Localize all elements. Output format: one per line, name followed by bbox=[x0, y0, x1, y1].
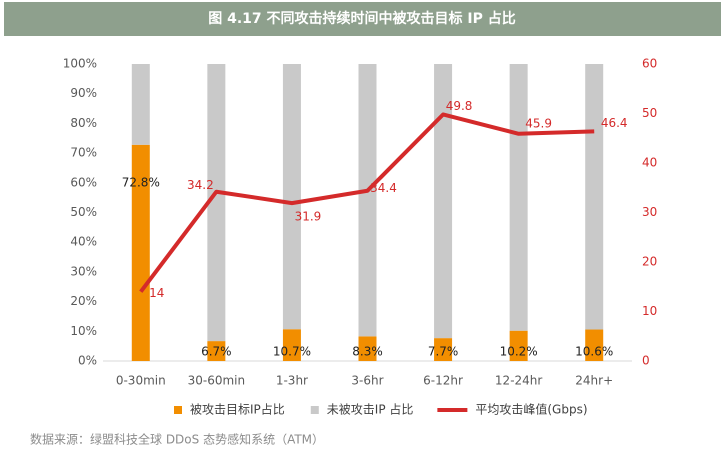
y2-tick-label: 0 bbox=[642, 354, 650, 368]
y-tick-label: 100% bbox=[63, 57, 97, 71]
line-label: 46.4 bbox=[601, 116, 628, 130]
line-label: 34.2 bbox=[187, 178, 214, 192]
data-label: 10.7% bbox=[273, 345, 311, 359]
bar-segment bbox=[207, 64, 226, 342]
data-label: 72.8% bbox=[122, 175, 160, 189]
bar-segment bbox=[434, 338, 453, 361]
line-label: 45.9 bbox=[525, 116, 552, 130]
line-series bbox=[139, 112, 595, 293]
x-tick-label: 30-60min bbox=[188, 374, 246, 388]
y-tick-label: 70% bbox=[70, 146, 97, 160]
y2-tick-label: 40 bbox=[642, 156, 657, 170]
bar-segment bbox=[358, 64, 377, 337]
y-tick-label: 60% bbox=[70, 175, 97, 189]
bar-segment bbox=[207, 341, 226, 361]
y-tick-label: 90% bbox=[70, 86, 97, 100]
data-label: 6.7% bbox=[201, 345, 232, 359]
legend-label: 被攻击目标IP占比 bbox=[190, 402, 285, 417]
legend-swatch bbox=[174, 406, 182, 414]
legend-swatch bbox=[437, 408, 468, 412]
y-tick-label: 20% bbox=[70, 294, 97, 308]
y2-tick-label: 10 bbox=[642, 304, 657, 318]
x-tick-label: 12-24hr bbox=[495, 374, 542, 388]
y-tick-label: 80% bbox=[70, 116, 97, 130]
x-tick-label: 1-3hr bbox=[276, 374, 308, 388]
line-label: 14 bbox=[149, 286, 164, 300]
x-tick-label: 0-30min bbox=[116, 374, 166, 388]
bar-segment bbox=[434, 64, 453, 339]
y2-tick-label: 20 bbox=[642, 255, 657, 269]
x-tick-label: 6-12hr bbox=[423, 374, 463, 388]
y-tick-label: 50% bbox=[70, 205, 97, 219]
bar-segment bbox=[509, 330, 528, 361]
bar-segment bbox=[131, 144, 150, 361]
bar-segment bbox=[358, 336, 377, 361]
y-tick-label: 40% bbox=[70, 235, 97, 249]
data-label: 7.7% bbox=[428, 345, 459, 359]
legend-swatch bbox=[310, 406, 319, 414]
y-tick-label: 10% bbox=[70, 324, 97, 338]
data-label: 10.2% bbox=[500, 345, 538, 359]
x-tick-label: 3-6hr bbox=[351, 374, 383, 388]
x-tick-label: 24hr+ bbox=[575, 374, 613, 388]
title-bar bbox=[4, 2, 721, 36]
y-tick-label: 0% bbox=[78, 354, 97, 368]
legend-label: 未被攻击IP 占比 bbox=[327, 402, 414, 417]
data-label: 10.6% bbox=[575, 345, 613, 359]
bar-segment bbox=[131, 64, 150, 145]
data-label: 8.3% bbox=[352, 345, 383, 359]
line-label: 49.8 bbox=[446, 99, 473, 113]
y2-tick-label: 50 bbox=[642, 106, 657, 120]
source-note: 数据来源：绿盟科技全球 DDoS 态势感知系统（ATM） bbox=[30, 432, 324, 447]
y2-tick-label: 60 bbox=[642, 57, 657, 71]
bar-segment bbox=[585, 64, 604, 330]
legend-label: 平均攻击峰值(Gbps) bbox=[475, 402, 587, 417]
bar-segment bbox=[282, 64, 301, 330]
line-label: 31.9 bbox=[295, 210, 322, 224]
y-tick-label: 30% bbox=[70, 264, 97, 278]
bar-segment bbox=[585, 329, 604, 361]
bar-segment bbox=[282, 329, 301, 361]
chart-title: 图 4.17 不同攻击持续时间中被攻击目标 IP 占比 bbox=[208, 10, 516, 27]
line-label: 34.4 bbox=[370, 181, 397, 195]
bar-segment bbox=[509, 64, 528, 331]
y2-tick-label: 30 bbox=[642, 205, 657, 219]
